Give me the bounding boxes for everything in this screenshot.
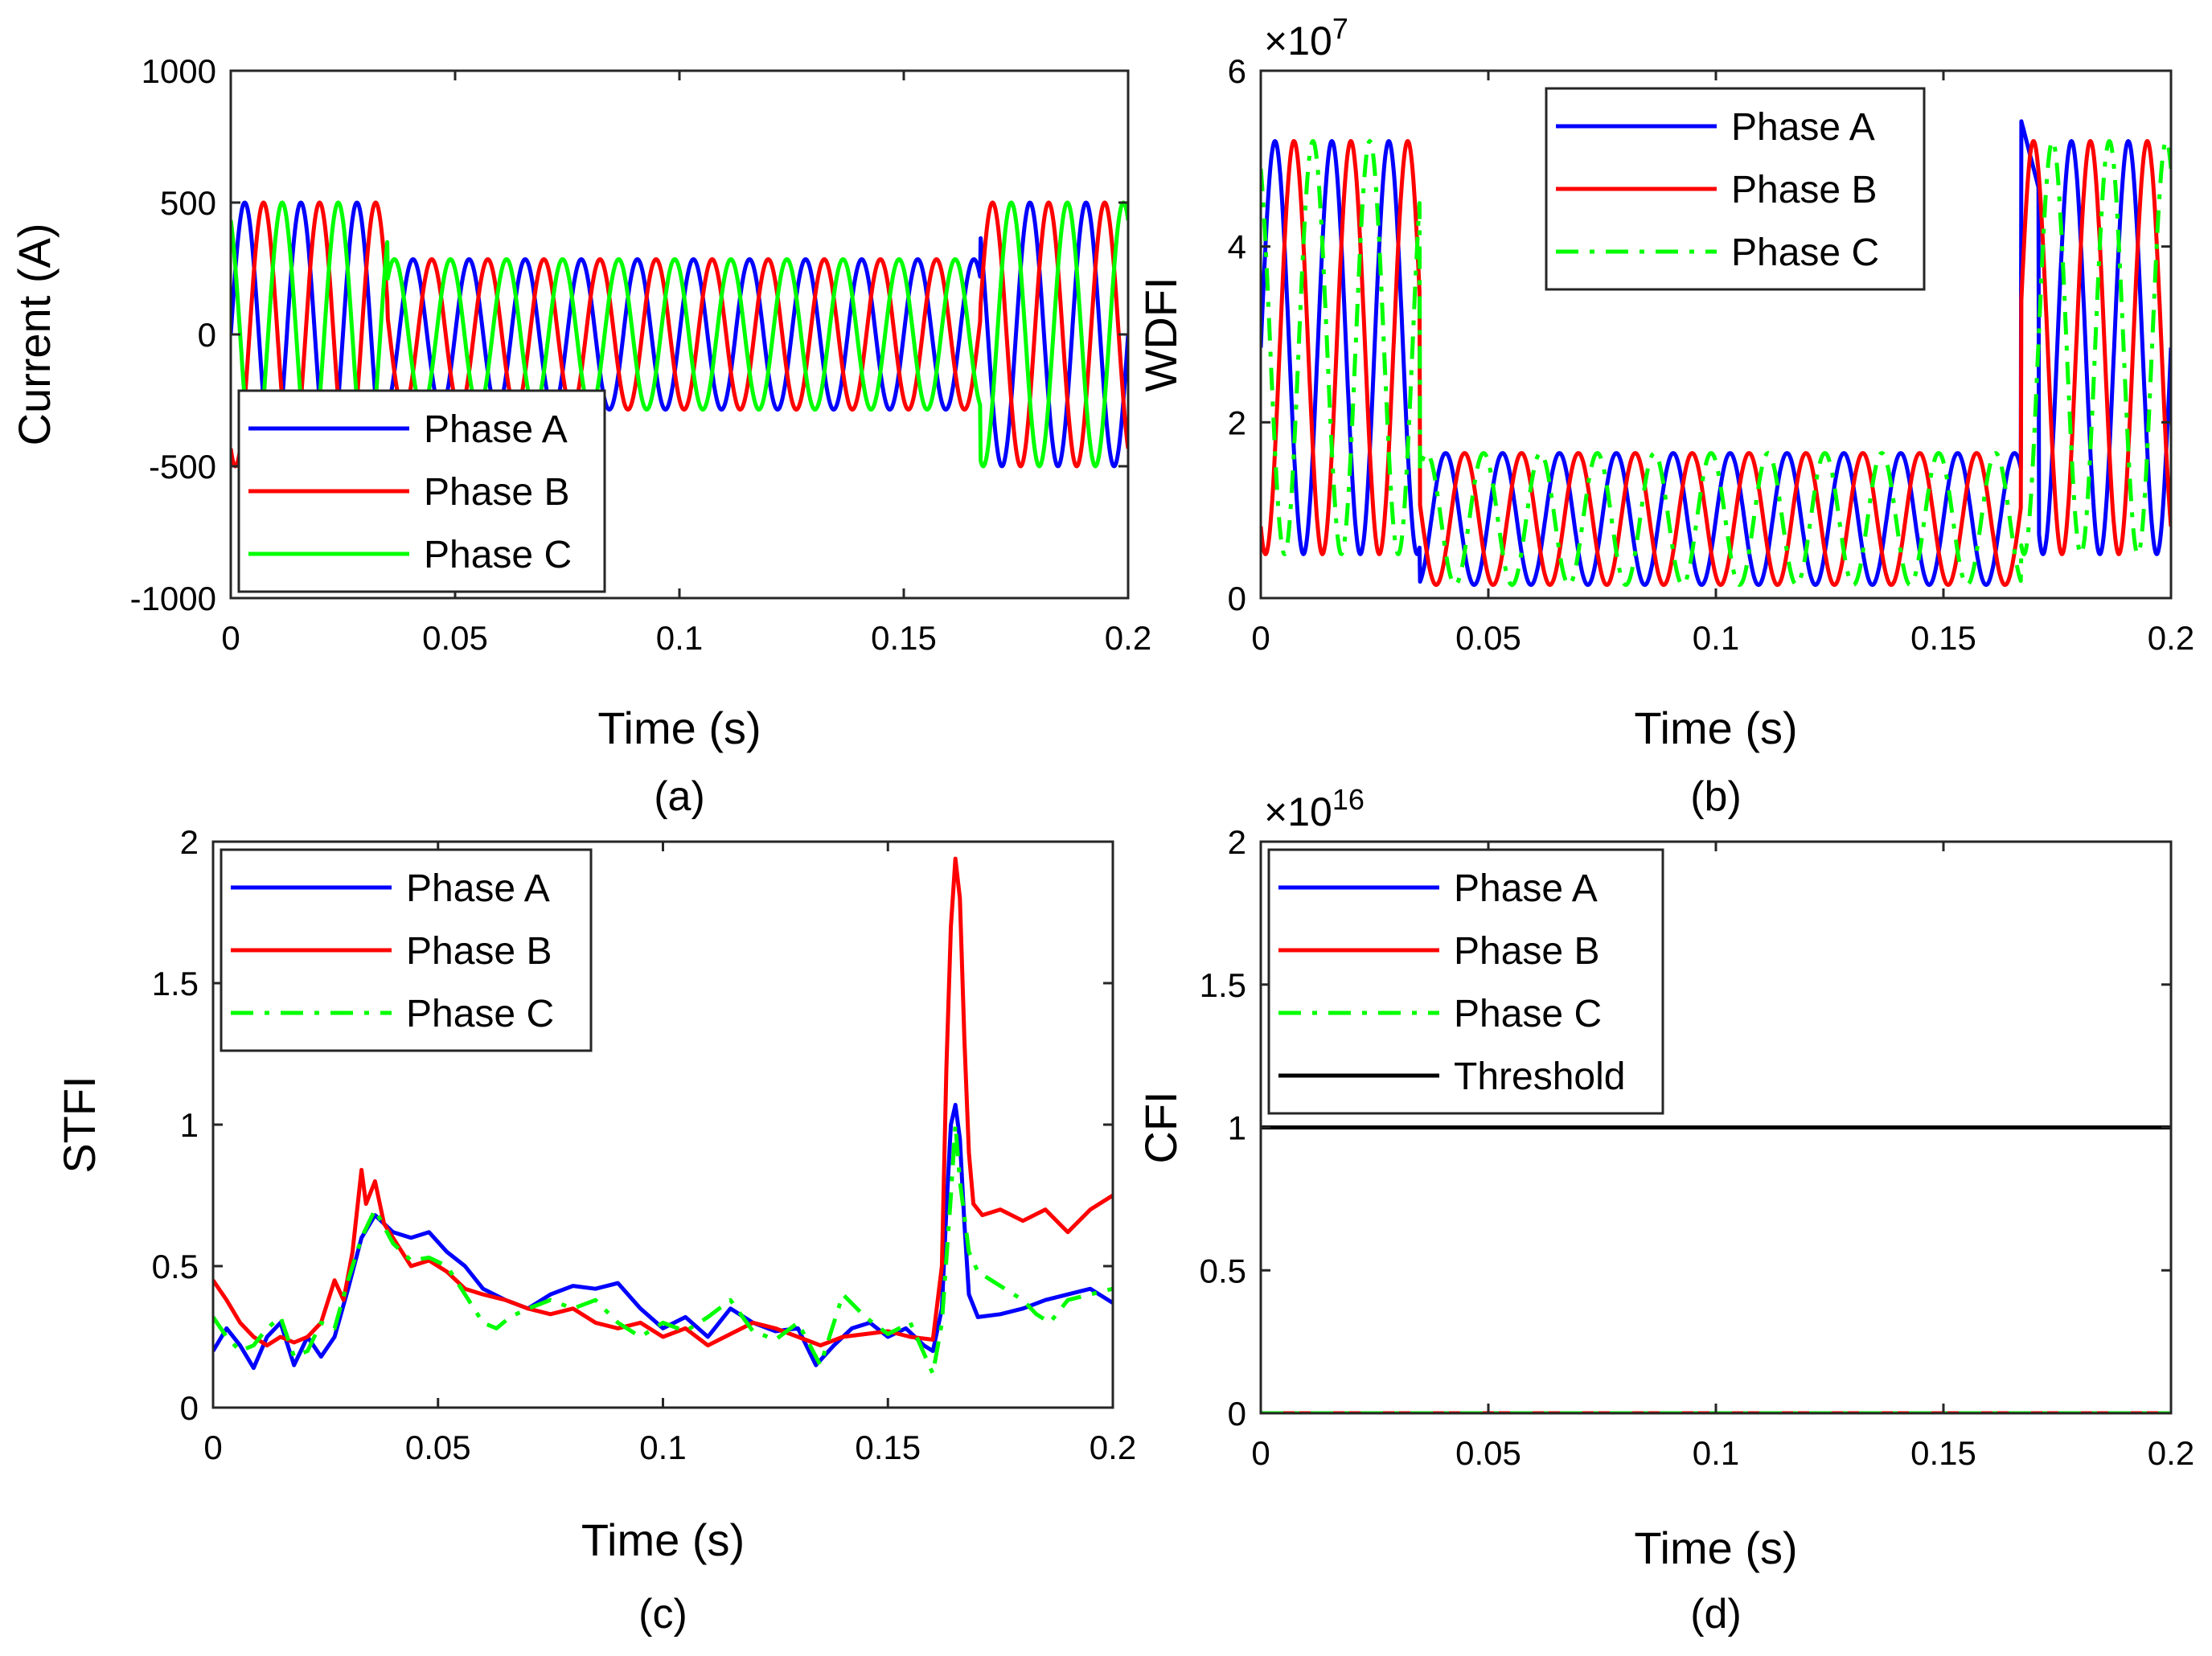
legend-label: Phase B (406, 930, 552, 973)
x-tick-label: 0.15 (871, 619, 937, 657)
y-axis-label: Current (A) (9, 223, 60, 446)
x-tick-label: 0.2 (1090, 1429, 1136, 1466)
series-line-phase-c (231, 200, 1128, 469)
x-tick-label: 0 (1251, 1434, 1270, 1472)
axes-frame (1259, 69, 2173, 600)
x-tick-label: 0.05 (1455, 1434, 1521, 1472)
y-tick-label: 4 (1228, 228, 1246, 266)
y-tick-label: 6 (1228, 52, 1246, 90)
series-group (1261, 1125, 2171, 1413)
legend-box (237, 389, 606, 593)
series-line-phase-c (1261, 139, 2171, 588)
legend-label: Phase A (406, 867, 550, 910)
x-tick-label: 0.2 (2148, 1434, 2194, 1472)
x-tick-label: 0 (221, 619, 240, 657)
y-tick-label: 1 (1228, 1109, 1246, 1147)
chart-c: 0 0.05 0.1 0.15 0.2 0 0.5 1 1.5 2 Time (s) STFI (c) P… (54, 823, 1136, 1638)
y-tick-label: 500 (160, 184, 216, 222)
series-line-phase-b (213, 856, 1113, 1348)
axis-exponent: ×1016 (1264, 783, 1365, 834)
legend-label: Phase B (1731, 169, 1877, 211)
x-tick-label: 0.15 (1910, 1434, 1976, 1472)
series-line-phase-b (1261, 139, 2171, 588)
subplot-caption: (a) (654, 773, 705, 820)
subplot-caption: (c) (638, 1591, 687, 1638)
series-line-phase-a (213, 1102, 1113, 1371)
x-tick-label: 0.05 (405, 1429, 471, 1466)
y-tick-label: 0.5 (152, 1248, 199, 1285)
x-tick-label: 0.2 (1105, 619, 1151, 657)
x-tick-label: 0 (203, 1429, 222, 1466)
legend: Phase A Phase B Phase C Threshold (1267, 848, 1664, 1115)
chart-a: 0 0.05 0.1 0.15 0.2 -1000 -500 0 500 1000 Time (s)… (9, 52, 1151, 820)
y-tick-label: -1000 (130, 580, 216, 617)
x-tick-label: 0.1 (1693, 619, 1739, 657)
legend: Phase A Phase B Phase C (237, 389, 606, 593)
subplot-caption: (d) (1690, 1591, 1742, 1638)
y-axis-label: STFI (54, 1076, 105, 1173)
legend-label: Phase C (424, 534, 572, 576)
x-tick-label: 0 (1251, 619, 1270, 657)
x-tick-label: 0.05 (1455, 619, 1521, 657)
legend-label: Phase C (1454, 993, 1602, 1035)
series-line-phase-b (231, 200, 1128, 469)
y-tick-label: 1 (180, 1106, 199, 1144)
x-axis-label: Time (s) (1634, 1523, 1797, 1573)
y-tick-label: 0 (180, 1389, 199, 1427)
y-tick-label: 0 (1228, 1395, 1246, 1433)
axis-exponent: ×107 (1264, 12, 1348, 64)
x-tick-label: 0.1 (1693, 1434, 1739, 1472)
y-tick-label: 2 (1228, 404, 1246, 441)
legend-label: Phase A (1454, 867, 1598, 910)
x-axis-label: Time (s) (597, 703, 761, 753)
y-tick-label: 1000 (142, 52, 216, 90)
legend-box (1267, 848, 1664, 1115)
x-tick-label: 0.15 (1910, 619, 1976, 657)
series-group (1261, 119, 2171, 588)
legend-label: Phase C (406, 993, 554, 1035)
legend-label: Phase B (1454, 930, 1599, 973)
x-tick-label: 0.1 (656, 619, 703, 657)
y-tick-label: 2 (1228, 823, 1246, 861)
legend-label: Phase B (424, 471, 569, 514)
legend-label: Threshold (1454, 1055, 1625, 1098)
y-tick-label: 2 (180, 823, 199, 861)
y-axis-label: CFI (1135, 1091, 1186, 1163)
series-group (213, 856, 1113, 1376)
y-axis-label: WDFI (1135, 277, 1186, 391)
legend: Phase A Phase B Phase C (1545, 87, 1926, 291)
legend: Phase A Phase B Phase C (220, 848, 593, 1052)
axes-frame (211, 840, 1114, 1409)
x-tick-label: 0.2 (2148, 619, 2194, 657)
x-tick-label: 0.15 (855, 1429, 921, 1466)
legend-label: Phase C (1731, 232, 1879, 274)
legend-label: Phase A (1731, 106, 1875, 149)
x-axis-label: Time (s) (581, 1515, 745, 1565)
x-tick-label: 0.05 (422, 619, 488, 657)
chart-b: 0 0.05 0.1 0.15 0.2 0 2 4 6 ×107 Time (s) WDFI (b) Ph… (1135, 12, 2194, 820)
y-tick-label: 1.5 (152, 965, 199, 1002)
y-tick-label: 0 (198, 316, 216, 354)
y-tick-label: 0.5 (1200, 1252, 1246, 1289)
subplot-caption: (b) (1690, 773, 1742, 820)
x-axis-label: Time (s) (1634, 703, 1797, 753)
axes-frame (1259, 840, 2173, 1415)
y-tick-label: 0 (1228, 580, 1246, 617)
legend-label: Phase A (424, 408, 568, 451)
y-tick-label: -500 (149, 448, 216, 486)
x-tick-label: 0.1 (639, 1429, 686, 1466)
axes-frame (229, 69, 1130, 600)
y-tick-label: 1.5 (1200, 966, 1246, 1004)
chart-d: 0 0.05 0.1 0.15 0.2 0 0.5 1 1.5 2 ×1016 Time (s) CFI… (1135, 783, 2194, 1638)
